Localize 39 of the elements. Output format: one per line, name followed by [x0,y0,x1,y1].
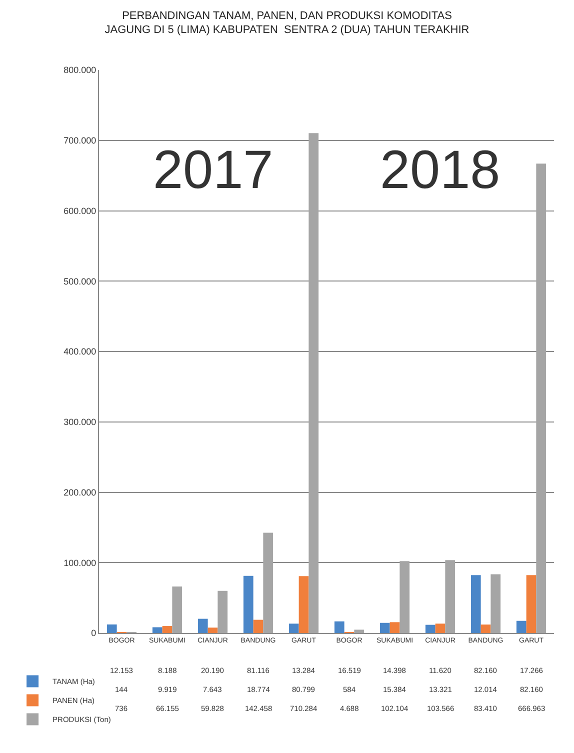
y-tick-label: 800.000 [64,65,96,76]
bar [480,624,491,633]
y-tick-label: 300.000 [64,417,96,428]
bar [288,624,299,633]
bar [490,574,501,633]
bar [334,621,344,633]
bar [445,560,456,633]
bar [172,586,182,633]
bar [208,628,218,633]
bar [435,624,446,633]
bar [106,624,117,633]
bar [253,620,264,633]
y-tick-label: 100.000 [64,558,96,568]
chart-title: PERBANDINGAN TANAM, PANEN, DAN PRODUKSI KOMODITAS JAGUNG DI 5 (LIMA) KABUPATEN SENTRA 2 (DUA) TAHUN TERAKHIR [104,10,470,36]
y-tick-label: 700.000 [64,136,96,146]
bar [162,626,172,633]
bar [526,575,536,633]
bar [152,627,162,633]
bar [516,620,526,633]
bar [308,133,319,633]
annotation: 2018 [380,140,500,200]
bar [218,590,228,633]
bar [198,618,208,633]
bar [390,622,400,633]
y-tick-label: 200.000 [64,487,96,498]
bar [470,575,481,633]
bar [298,576,309,633]
bar [263,532,274,633]
y-tick-label: 500.000 [64,276,96,286]
bar [380,622,390,633]
y-tick-label: 600.000 [64,206,96,216]
bar [536,164,546,633]
annotation: 2017 [153,140,274,200]
y-tick-label: 0 [91,628,96,638]
y-tick-label: 400.000 [64,346,96,357]
bar [354,630,364,633]
bar [400,561,410,633]
bar [243,576,254,633]
bar [425,624,436,633]
